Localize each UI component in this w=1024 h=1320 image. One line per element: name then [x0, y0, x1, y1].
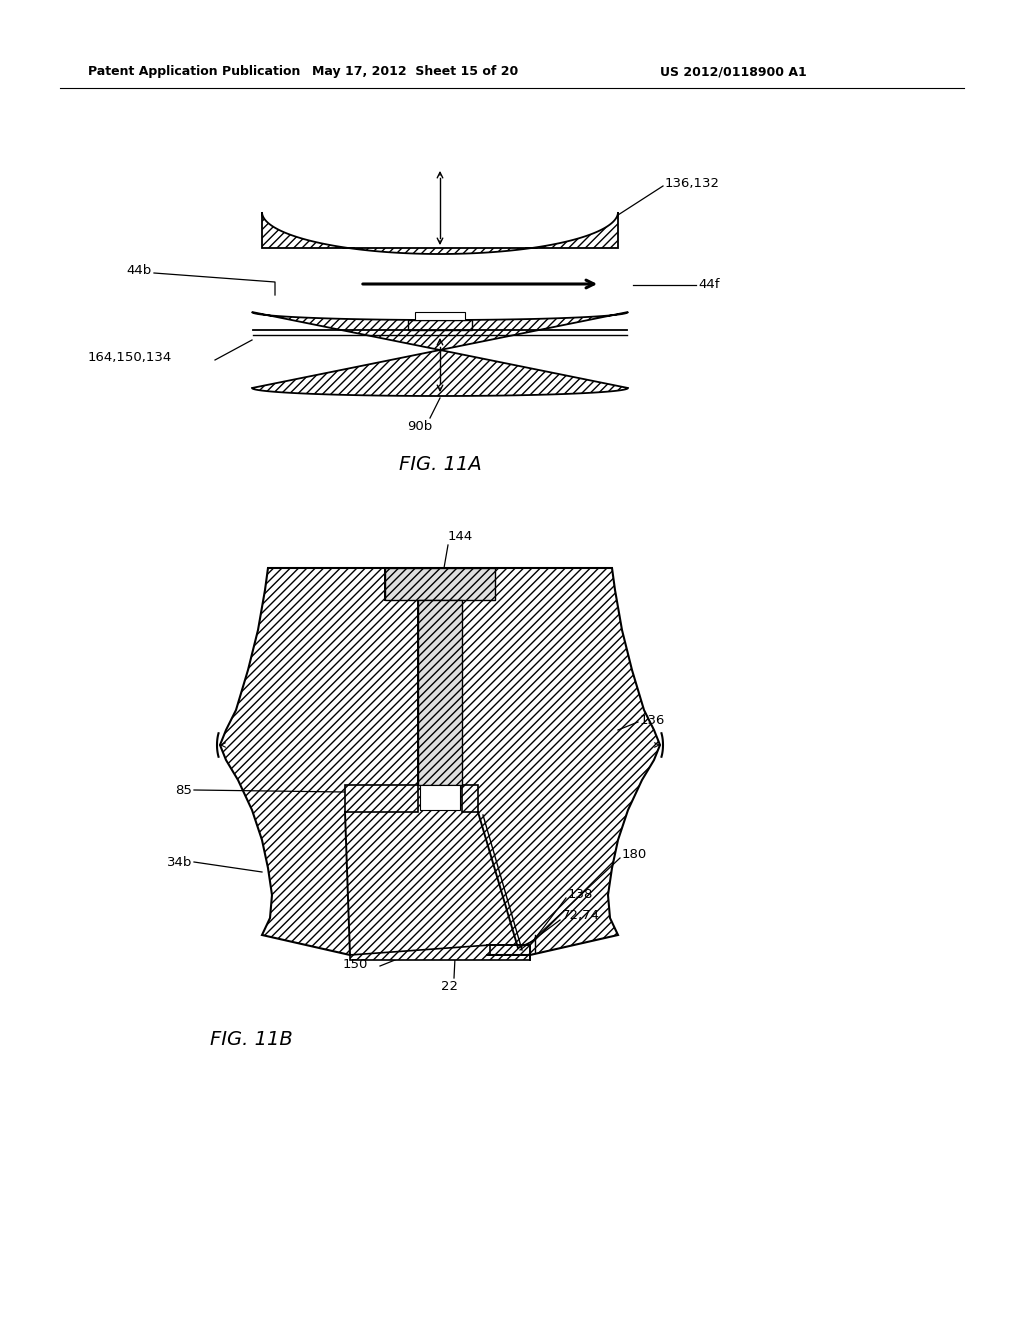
Text: 90b: 90b: [408, 420, 432, 433]
Polygon shape: [385, 568, 495, 785]
Polygon shape: [350, 945, 530, 960]
Text: 164,150,134: 164,150,134: [88, 351, 172, 363]
Text: 144: 144: [449, 531, 473, 543]
Polygon shape: [345, 785, 478, 812]
Text: 136,132: 136,132: [665, 177, 720, 190]
Polygon shape: [415, 312, 465, 319]
Text: 180: 180: [622, 849, 647, 862]
Text: FIG. 11B: FIG. 11B: [210, 1030, 293, 1049]
Text: 150: 150: [342, 958, 368, 972]
Text: FIG. 11A: FIG. 11A: [398, 455, 481, 474]
Text: 138: 138: [568, 888, 593, 902]
Polygon shape: [418, 601, 462, 785]
Polygon shape: [262, 213, 618, 253]
Text: US 2012/0118900 A1: US 2012/0118900 A1: [660, 66, 807, 78]
Text: 72,74: 72,74: [562, 908, 600, 921]
Text: 136: 136: [640, 714, 666, 726]
Text: 22: 22: [441, 979, 459, 993]
Text: Patent Application Publication: Patent Application Publication: [88, 66, 300, 78]
Text: 44b: 44b: [127, 264, 152, 276]
Polygon shape: [385, 568, 495, 601]
Text: May 17, 2012  Sheet 15 of 20: May 17, 2012 Sheet 15 of 20: [312, 66, 518, 78]
Text: 44f: 44f: [698, 279, 720, 292]
Polygon shape: [420, 785, 460, 810]
Polygon shape: [408, 319, 472, 330]
Polygon shape: [220, 568, 660, 954]
Polygon shape: [252, 312, 628, 396]
Text: 85: 85: [175, 784, 193, 796]
Text: 34b: 34b: [167, 855, 193, 869]
